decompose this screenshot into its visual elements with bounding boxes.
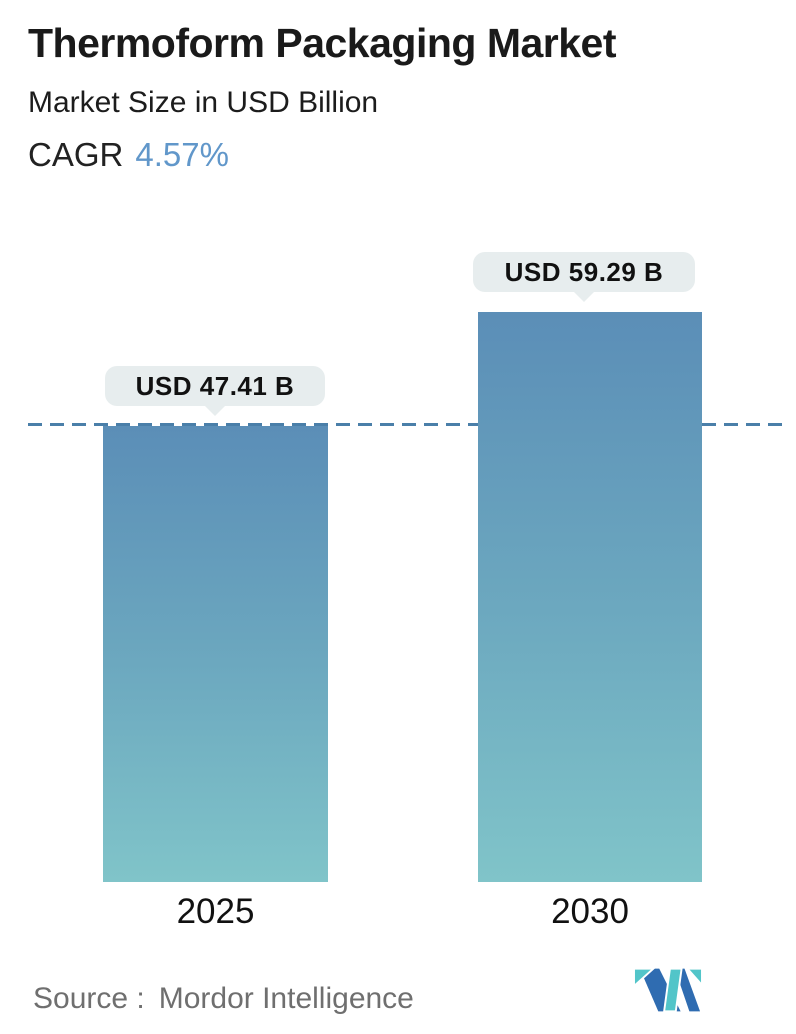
mordor-intelligence-logo-icon <box>634 967 702 1013</box>
bubble-tail-icon <box>204 405 226 416</box>
source-label: Source : <box>33 982 145 1015</box>
bubble-tail-icon <box>573 291 595 302</box>
cagr-row: CAGR 4.57% <box>28 136 229 174</box>
chart-subtitle: Market Size in USD Billion <box>28 86 379 119</box>
cagr-label: CAGR <box>28 136 124 173</box>
value-label-bubble-2030: USD 59.29 B <box>473 252 695 302</box>
reference-dashed-line-left <box>28 423 478 426</box>
cagr-value: 4.57% <box>135 136 229 173</box>
x-axis-label-2025: 2025 <box>176 892 255 931</box>
bar-2030 <box>478 312 702 882</box>
x-axis-label-2030: 2030 <box>551 892 629 931</box>
value-label-2025: USD 47.41 B <box>135 370 295 401</box>
reference-dashed-line-right <box>702 423 788 426</box>
value-label-2030: USD 59.29 B <box>504 256 664 287</box>
source-attribution: Source : Mordor Intelligence <box>33 982 414 1016</box>
source-value: Mordor Intelligence <box>158 982 414 1015</box>
bar-2025 <box>103 426 328 882</box>
value-label-bubble-2025: USD 47.41 B <box>105 366 325 416</box>
page-title: Thermoform Packaging Market <box>28 20 617 66</box>
